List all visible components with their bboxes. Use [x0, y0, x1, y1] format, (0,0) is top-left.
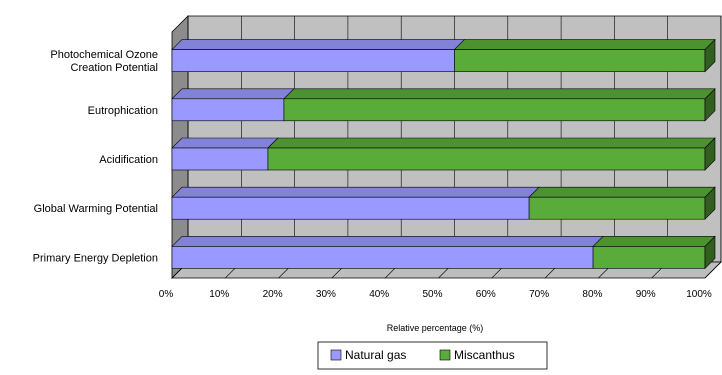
bar-miscanthus [592, 235, 716, 270]
category-label: Creation Potential [71, 62, 158, 74]
category-label: Primary Energy Depletion [33, 252, 158, 264]
category-label: Global Warming Potential [34, 203, 158, 215]
x-tick-label: 60% [476, 289, 496, 300]
floor-gridline [704, 261, 722, 279]
bar-natural-gas [171, 186, 540, 220]
x-tick-label: 80% [582, 289, 602, 300]
bar-side-face [704, 137, 716, 171]
bar-front-face [171, 147, 269, 171]
category-label: Eutrophication [88, 105, 158, 117]
bar-natural-gas [171, 39, 466, 72]
bars [171, 38, 716, 270]
x-tick-label: 40% [369, 289, 389, 300]
bar-front-face [171, 98, 285, 122]
x-tick-label: 100% [686, 289, 712, 300]
x-tick-labels: 0% 10% 20% 30% 40% 50% 60% 70% 80% 90% 100% [159, 289, 712, 300]
x-tick-label: 70% [529, 289, 549, 300]
x-tick-label: 20% [263, 289, 283, 300]
bar-front-face [171, 246, 594, 269]
x-tick-label: 0% [159, 289, 174, 300]
bar-top-face [528, 186, 716, 198]
bar-front-face [267, 147, 706, 171]
bar-top-face [283, 88, 716, 100]
bar-top-face [171, 39, 466, 50]
category-label: Photochemical Ozone [50, 49, 158, 61]
x-tick-label: 10% [209, 289, 229, 300]
category-label: Acidification [99, 154, 158, 166]
legend: Natural gas Miscanthus [317, 341, 548, 370]
bar-front-face [454, 49, 706, 72]
bar-top-face [171, 236, 604, 247]
bar-natural-gas [171, 236, 604, 269]
bar-top-face [171, 186, 540, 198]
bar-side-face [704, 88, 716, 122]
bar-natural-gas [171, 88, 295, 122]
bar-side-face [704, 38, 716, 73]
bar-front-face [171, 49, 455, 72]
legend-swatch [439, 349, 451, 361]
bar-miscanthus [283, 88, 716, 122]
bar-top-face [171, 137, 279, 149]
x-tick-label: 90% [636, 289, 656, 300]
legend-swatch [330, 349, 342, 361]
x-tick-label: 30% [316, 289, 336, 300]
bar-top-face [171, 88, 295, 100]
bar-front-face [528, 196, 706, 220]
legend-box [317, 341, 548, 370]
x-tick-label: 50% [422, 289, 442, 300]
bar-front-face [592, 246, 706, 269]
legend-label: Miscanthus [454, 348, 515, 362]
bar-top-face [592, 236, 716, 247]
x-axis-title: Relative percentage (%) [387, 323, 484, 333]
bar-miscanthus [453, 38, 716, 73]
bar-top-face [453, 39, 716, 50]
legend-label: Natural gas [345, 348, 406, 362]
bar-top-face [267, 137, 716, 149]
bar-front-face [171, 196, 530, 220]
bar-miscanthus [267, 137, 716, 171]
bar-side-face [704, 235, 716, 270]
bar-miscanthus [528, 186, 716, 220]
bar-natural-gas [171, 137, 279, 171]
bar-side-face [704, 186, 716, 220]
bar-front-face [283, 98, 706, 122]
